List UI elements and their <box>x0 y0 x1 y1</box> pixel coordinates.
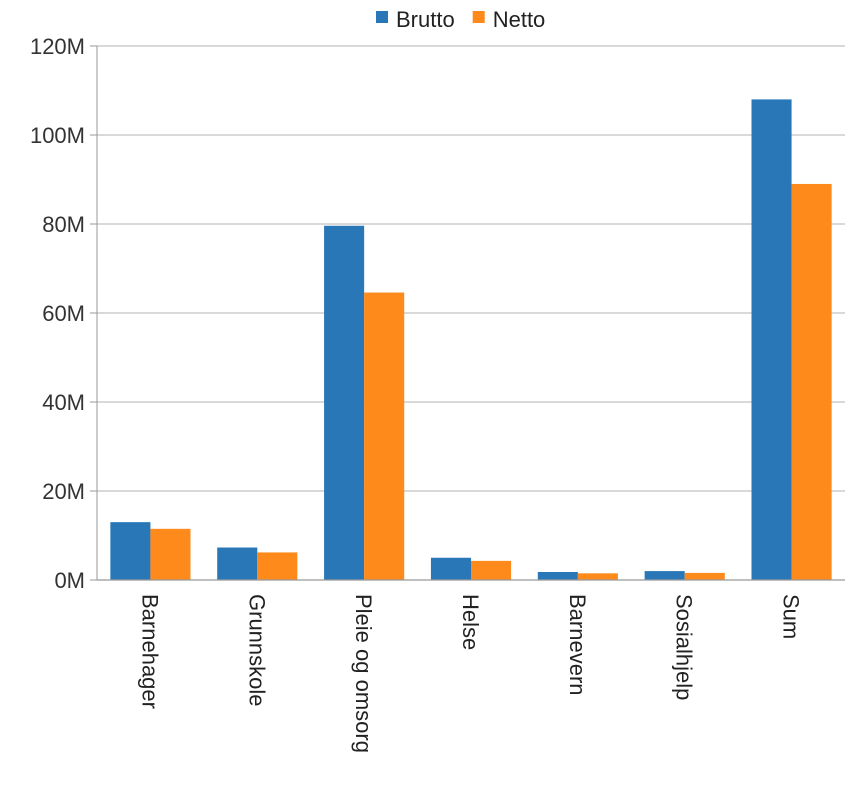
bar-netto-helse <box>471 560 512 580</box>
bar-brutto-sosialhjelp <box>644 571 685 580</box>
bar-brutto-grunnskole <box>217 547 258 580</box>
gridlines <box>97 45 845 492</box>
x-tick-label: Barnehager <box>137 594 162 709</box>
y-tick-label: 60M <box>42 301 85 326</box>
x-tick-label: Pleie og omsorg <box>351 594 376 753</box>
bar-brutto-barnehager <box>110 522 151 580</box>
y-tick-label: 120M <box>30 34 85 59</box>
bar-netto-pleie-og-omsorg <box>364 292 405 580</box>
y-axis-ticks: 0M 20M 40M 60M 80M 100M 120M <box>30 34 97 593</box>
x-tick-label: Sosialhjelp <box>672 594 697 700</box>
bar-netto-barnevern <box>577 573 618 580</box>
bar-netto-barnehager <box>150 528 191 580</box>
x-tick-label: Barnevern <box>565 594 590 696</box>
axes <box>96 46 845 581</box>
legend-label: Netto <box>493 7 546 32</box>
bar-brutto-helse <box>430 557 471 580</box>
bars <box>110 99 832 581</box>
y-tick-label: 0M <box>54 568 85 593</box>
bar-brutto-sum <box>751 99 792 581</box>
legend-label: Brutto <box>396 7 455 32</box>
x-tick-label: Sum <box>779 594 804 639</box>
y-tick-label: 20M <box>42 479 85 504</box>
x-tick-label: Helse <box>458 594 483 650</box>
bar-netto-sum <box>791 183 832 580</box>
bar-brutto-barnevern <box>537 571 578 580</box>
legend: Brutto Netto <box>376 7 545 32</box>
bar-netto-grunnskole <box>257 552 298 580</box>
y-tick-label: 100M <box>30 123 85 148</box>
x-axis-labels: Barnehager Grunnskole Pleie og omsorg Helse… <box>137 594 803 753</box>
bar-netto-sosialhjelp <box>684 572 725 580</box>
bar-brutto-pleie-og-omsorg <box>324 225 365 580</box>
legend-swatch <box>472 11 485 23</box>
legend-swatch <box>376 11 388 23</box>
x-tick-label: Grunnskole <box>244 594 269 707</box>
y-tick-label: 80M <box>42 212 85 237</box>
y-tick-label: 40M <box>42 390 85 415</box>
